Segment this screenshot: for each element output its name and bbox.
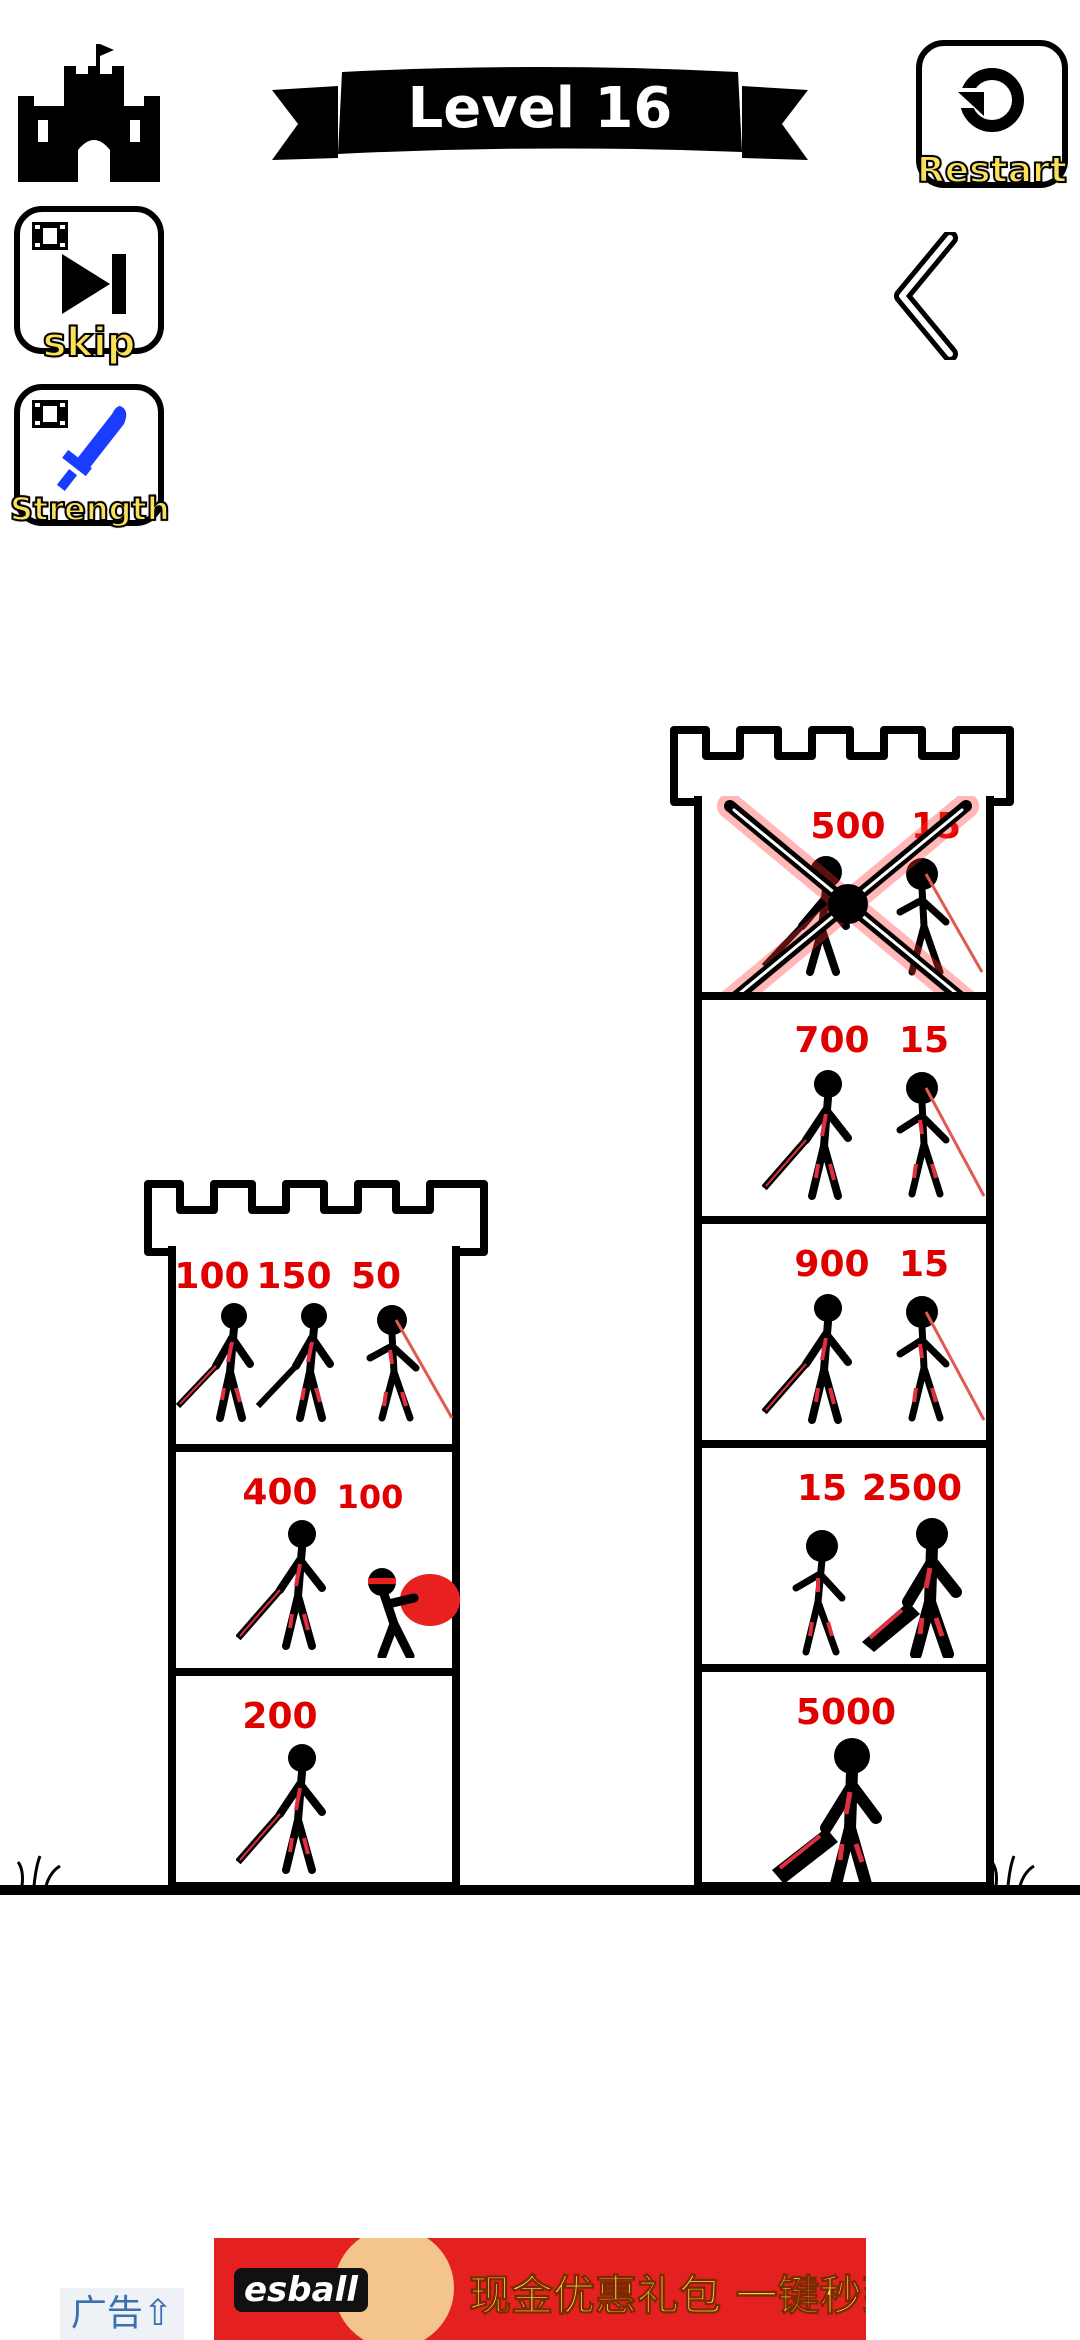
enemy-floor-2[interactable]: 700 15 <box>694 992 994 1224</box>
castle-icon <box>18 44 160 182</box>
troop-power: 700 <box>794 1020 870 1061</box>
troop-power: 5000 <box>795 1692 897 1733</box>
troop-power: 15 <box>898 1020 950 1061</box>
stickman-archer <box>896 1072 986 1198</box>
troop-power: 2500 <box>861 1468 963 1509</box>
grass-decoration <box>16 1855 61 1887</box>
stickman-swordsman <box>176 1303 254 1422</box>
troop-power: 900 <box>794 1244 870 1285</box>
enemy-floor-5[interactable]: 5000 <box>694 1664 994 1890</box>
player-tower-battlement <box>144 1180 488 1256</box>
back-button[interactable] <box>890 230 970 362</box>
troop-power: 150 <box>256 1256 332 1297</box>
stickman-swordsman <box>762 856 850 976</box>
rocket-icon: ⇧ <box>142 2293 174 2334</box>
troop-power: 400 <box>242 1472 318 1513</box>
player-floor-1[interactable]: 100 150 50 <box>168 1246 460 1476</box>
troop-power: 200 <box>242 1696 318 1737</box>
stickman-archer <box>896 858 984 976</box>
stickman-thief <box>368 1568 460 1658</box>
ad-label-text: 广告 <box>70 2293 143 2334</box>
troop-power: 100 <box>336 1478 404 1516</box>
film-icon <box>32 222 68 250</box>
film-icon <box>32 400 68 428</box>
stickman-swordsman <box>236 1744 326 1874</box>
troop-power: 500 <box>810 806 886 847</box>
troop-power: 15 <box>898 1244 950 1285</box>
stickman-swordsman <box>256 1303 334 1422</box>
grass-decoration <box>990 1855 1035 1887</box>
stickman-swordsman <box>236 1520 326 1650</box>
stickman-archer <box>792 1530 846 1656</box>
strength-label: Strength <box>9 489 171 529</box>
enemy-tower-battlement <box>670 726 1014 806</box>
skip-label: skip <box>42 319 137 367</box>
stickman-archer <box>366 1305 454 1422</box>
troop-power: 100 <box>174 1256 250 1297</box>
skip-button[interactable]: skip <box>14 206 164 367</box>
restart-label: Restart <box>916 149 1068 192</box>
ad-banner[interactable]: esball 现金优惠礼包 一键秒到帐 <box>214 2238 866 2340</box>
restart-button[interactable]: Restart <box>916 40 1068 192</box>
refresh-icon <box>958 68 1024 132</box>
stickman-archer <box>896 1296 986 1422</box>
troop-power: 15 <box>796 1468 848 1509</box>
troop-power: 50 <box>350 1256 402 1297</box>
ground-line <box>0 1885 1080 1895</box>
player-tower: 100 150 50 400 100 <box>140 1176 490 1891</box>
stickman-swordsman <box>762 1070 852 1200</box>
sword-icon <box>56 406 127 491</box>
stickman-heavy-warrior <box>772 1738 882 1888</box>
level-banner: Level 16 <box>272 62 808 166</box>
chevron-left-icon <box>894 230 958 362</box>
stickman-heavy-warrior <box>862 1518 962 1658</box>
level-title: Level 16 <box>407 76 673 141</box>
enemy-floor-3[interactable]: 900 15 <box>694 1216 994 1448</box>
enemy-floor-1[interactable]: 500 15 <box>694 796 994 1030</box>
ad-promo-text: 现金优惠礼包 一键秒到帐 <box>469 2271 866 2321</box>
player-floor-2[interactable]: 400 100 <box>168 1444 460 1676</box>
player-floor-3[interactable]: 200 <box>168 1668 460 1890</box>
strength-button[interactable]: Strength <box>9 384 171 529</box>
enemy-floor-4[interactable]: 15 2500 <box>694 1440 994 1672</box>
ad-label: 广告⇧ <box>60 2288 184 2340</box>
crossed-swords-icon <box>717 796 979 1015</box>
stickman-swordsman <box>762 1294 852 1424</box>
enemy-tower: 500 15 7 <box>666 722 1016 1892</box>
ad-brand-logo: esball <box>234 2268 368 2312</box>
home-button[interactable] <box>14 40 164 185</box>
skip-forward-icon <box>62 254 126 314</box>
